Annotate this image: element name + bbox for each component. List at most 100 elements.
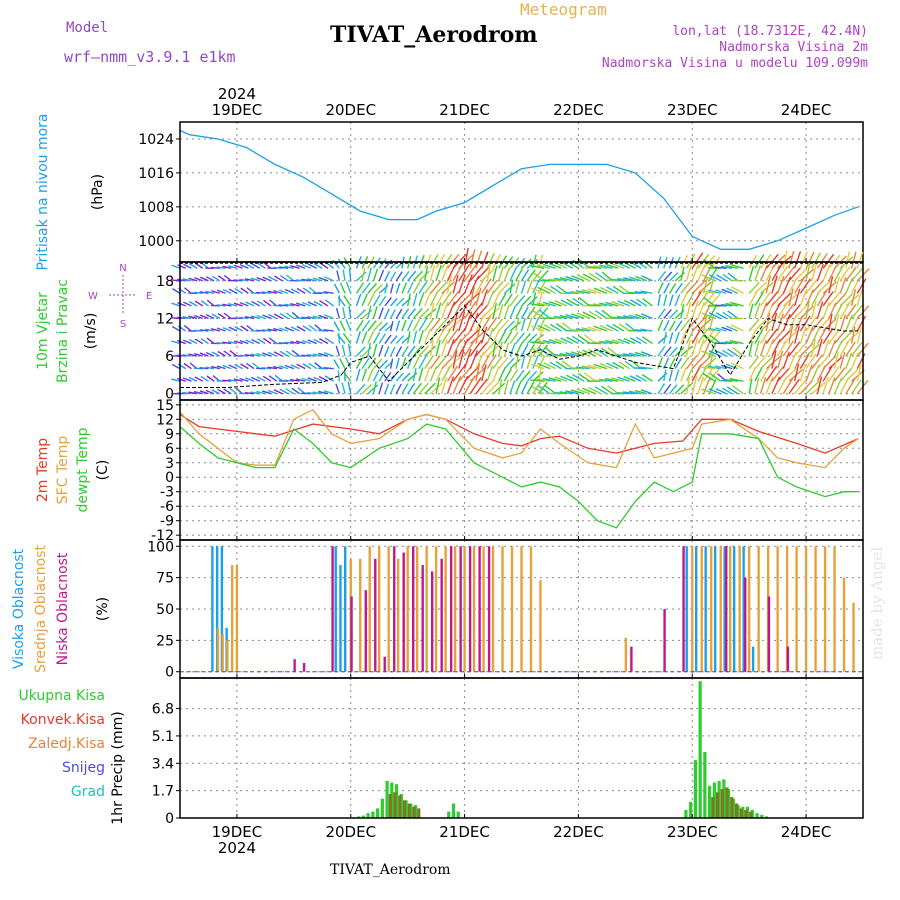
wind-barb xyxy=(703,329,715,344)
cloud-bar xyxy=(412,546,415,672)
wind-barb xyxy=(355,383,366,395)
wind-barb xyxy=(245,263,255,269)
wind-barb xyxy=(446,365,459,382)
wind-barb xyxy=(295,317,306,320)
cloud-bar xyxy=(630,646,633,672)
wind-barb xyxy=(307,301,317,307)
y-tick-label: 5.1 xyxy=(152,729,174,745)
wind-barb xyxy=(418,270,430,282)
wind-barb xyxy=(273,365,283,370)
series-line xyxy=(180,305,859,388)
wind-barb xyxy=(418,281,428,294)
wind-barb xyxy=(481,278,492,294)
wind-barb xyxy=(536,378,551,382)
wind-barb xyxy=(559,353,573,357)
wind-barb xyxy=(708,379,717,395)
wind-barb xyxy=(446,338,455,357)
wind-barb xyxy=(777,292,792,307)
wind-barb xyxy=(714,365,727,370)
wind-barb xyxy=(729,301,744,307)
wind-barb xyxy=(794,363,800,382)
cloud-bar xyxy=(744,577,747,672)
wind-barb xyxy=(239,264,249,269)
wind-barb xyxy=(176,316,186,320)
precip-bar xyxy=(412,806,416,818)
lonlat-label: lon,lat (18.7312E, 42.4N) xyxy=(672,24,868,39)
wind-barb xyxy=(707,289,721,295)
wind-barb xyxy=(560,299,574,307)
wind-barb xyxy=(307,339,317,345)
precip-bar xyxy=(703,752,707,818)
wind-barb xyxy=(663,282,670,294)
wind-barb xyxy=(851,379,862,395)
wind-barb xyxy=(182,316,192,320)
wind-barb xyxy=(503,368,512,382)
wind-barb xyxy=(301,263,312,269)
wind-barb xyxy=(616,353,630,357)
wind-barb xyxy=(759,302,768,319)
wind-barb xyxy=(246,362,255,370)
wind-barb xyxy=(284,364,295,370)
wind-barb xyxy=(343,295,352,307)
wind-barb xyxy=(295,264,306,269)
wind-barb xyxy=(361,368,368,382)
wind-barb xyxy=(811,263,818,282)
wind-barb xyxy=(703,296,716,307)
cloud-bar xyxy=(491,546,495,672)
wind-barb xyxy=(257,338,266,345)
wind-barb xyxy=(587,266,602,269)
wind-barb xyxy=(715,312,727,320)
wind-barb xyxy=(211,365,221,370)
wind-barb xyxy=(777,265,789,282)
wind-barb xyxy=(612,323,625,332)
wind-barb xyxy=(227,378,238,382)
wind-barb xyxy=(674,282,683,294)
wind-barb xyxy=(566,336,579,345)
wind-barb xyxy=(348,268,352,281)
wind-barb xyxy=(486,252,495,269)
wind-barb xyxy=(339,282,346,294)
wind-barb xyxy=(720,341,733,345)
wind-barb xyxy=(312,277,323,282)
wind-barb xyxy=(707,365,721,370)
wind-barb xyxy=(691,262,700,282)
wind-barb xyxy=(492,280,504,294)
wind-barb xyxy=(680,329,688,344)
wind-barb xyxy=(452,274,459,294)
wind-barb xyxy=(452,375,462,394)
wind-barb xyxy=(542,377,556,382)
y-tick-label: -6 xyxy=(160,499,174,515)
wind-barb xyxy=(267,328,277,332)
wind-barb xyxy=(657,271,667,282)
wind-barb xyxy=(845,368,859,382)
precip-bar xyxy=(715,792,720,818)
wind-barb xyxy=(611,262,625,269)
wind-barb xyxy=(481,315,492,332)
cloud-bar xyxy=(738,546,741,672)
wind-barb xyxy=(378,307,384,319)
wind-barb xyxy=(600,286,613,294)
wind-barb xyxy=(520,381,529,395)
wind-barb xyxy=(498,303,504,319)
wind-barb xyxy=(805,251,815,269)
wind-barb xyxy=(256,329,266,332)
wind-barb xyxy=(361,331,368,344)
wind-barb xyxy=(256,390,266,395)
wind-barb xyxy=(279,350,289,357)
wind-barb xyxy=(765,376,774,394)
wind-barb xyxy=(401,319,407,332)
wind-barb xyxy=(702,334,716,345)
wind-barb xyxy=(833,351,839,369)
wind-barb xyxy=(412,270,424,282)
wind-barb xyxy=(228,303,238,307)
wind-barb xyxy=(486,365,494,382)
cloud-bar xyxy=(235,565,239,672)
wind-barb xyxy=(323,276,334,282)
y-tick-label: -9 xyxy=(160,514,174,530)
wind-barb xyxy=(222,303,232,307)
wind-barb xyxy=(691,316,706,332)
wind-barb xyxy=(680,356,690,370)
wind-barb xyxy=(481,251,489,269)
wind-barb xyxy=(205,351,215,357)
precip-bar xyxy=(760,814,764,818)
